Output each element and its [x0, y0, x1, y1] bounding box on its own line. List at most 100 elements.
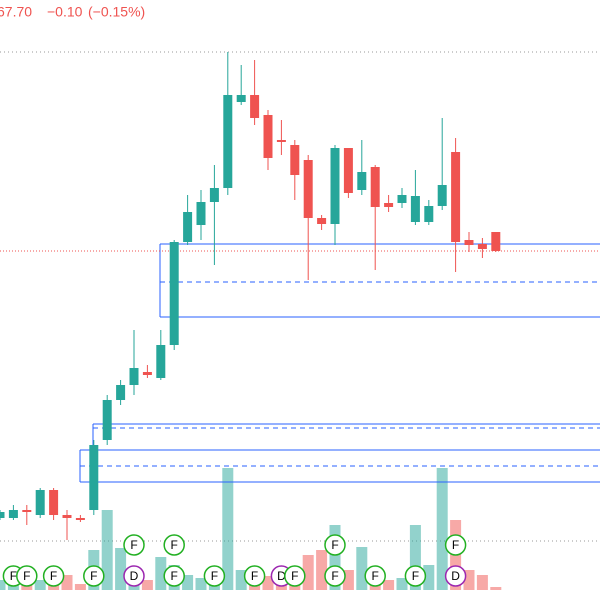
marker-label: F [50, 569, 57, 583]
candle-body [236, 95, 246, 102]
marker [404, 565, 427, 587]
volume-bar [383, 580, 395, 590]
volume-bar [302, 555, 314, 590]
marker-label: D [130, 569, 139, 583]
marker-label: F [331, 538, 338, 552]
marker-label: F [251, 569, 258, 583]
marker [324, 534, 346, 556]
volume-bar [101, 510, 113, 590]
candle-body [437, 185, 447, 206]
volume-bar [396, 578, 408, 590]
marker-label: F [452, 538, 459, 552]
candle-body [75, 518, 85, 520]
marker [364, 565, 386, 587]
marker-label: F [372, 569, 379, 583]
volume-bar [155, 557, 167, 590]
marker [243, 565, 266, 587]
marker [16, 565, 38, 587]
candle-body [410, 196, 420, 222]
candle-body [343, 148, 353, 193]
candle-body [451, 152, 461, 242]
candle-body [209, 188, 219, 202]
volume-bar [262, 576, 274, 590]
change: −0.10 [47, 4, 83, 20]
marker-label: F [331, 569, 338, 583]
volume-bar [195, 578, 207, 590]
volume-bar [34, 580, 46, 590]
volume-bar [342, 570, 354, 590]
candle-body [317, 218, 327, 224]
candle-body [424, 206, 434, 222]
candle-body [183, 212, 193, 242]
candle-body [330, 148, 340, 224]
candle-body [397, 195, 407, 203]
candle-body [196, 202, 206, 225]
candle-body [384, 203, 394, 207]
candle-body [116, 385, 126, 400]
candle-body [102, 400, 112, 440]
candle-body [8, 510, 18, 518]
volume-bar [356, 547, 368, 590]
candle-body [491, 232, 501, 251]
marker [123, 534, 145, 556]
marker-label: F [412, 569, 419, 583]
volume-bar [235, 570, 247, 590]
marker [203, 565, 226, 587]
candle-body [156, 345, 166, 378]
volume-bar [0, 580, 6, 590]
price: 67.70 [0, 4, 32, 20]
marker [123, 565, 145, 587]
volume-bar [436, 468, 448, 590]
candle-body [49, 490, 59, 515]
candle-body [0, 512, 5, 518]
candle-body [223, 95, 233, 188]
marker-label: F [90, 569, 97, 583]
volume-bar [74, 584, 86, 590]
candle-body [22, 510, 32, 512]
marker [163, 534, 185, 556]
candle-body [263, 115, 273, 158]
volume-bar [463, 570, 475, 590]
volume-bar [222, 468, 234, 590]
candle-body [276, 140, 286, 142]
volume-bar [141, 580, 153, 590]
marker-label: F [171, 569, 178, 583]
volume-bar [316, 550, 328, 590]
marker [444, 565, 467, 587]
candle-body [464, 240, 474, 245]
volume-bar [115, 548, 127, 590]
candle-body [477, 244, 487, 249]
candle-body [370, 167, 380, 207]
marker-label: F [171, 538, 178, 552]
marker [42, 565, 65, 587]
marker-label: D [451, 569, 460, 583]
volume-bar [490, 587, 502, 590]
candle-body [357, 172, 367, 190]
candle-body [290, 145, 300, 175]
volume-bar [329, 525, 341, 590]
marker [324, 565, 346, 587]
candle-body [129, 368, 139, 385]
volume-bar [182, 575, 194, 590]
marker [163, 565, 185, 587]
marker [284, 565, 306, 587]
volume-bar [61, 575, 73, 590]
change-pct: (−0.15%) [88, 4, 145, 20]
candle-body [35, 490, 45, 515]
marker-label: F [211, 569, 218, 583]
candle-body [303, 160, 313, 218]
candle-body [250, 95, 260, 118]
volume-bar [423, 565, 435, 590]
marker [83, 565, 105, 587]
marker-label: F [130, 538, 137, 552]
marker [444, 534, 467, 556]
marker-label: F [23, 569, 30, 583]
candle-body [142, 372, 152, 375]
marker-label: D [277, 569, 286, 583]
marker-label: F [10, 569, 17, 583]
candle-body [89, 445, 99, 510]
volume-bar [476, 575, 488, 590]
candle-body [169, 242, 179, 345]
